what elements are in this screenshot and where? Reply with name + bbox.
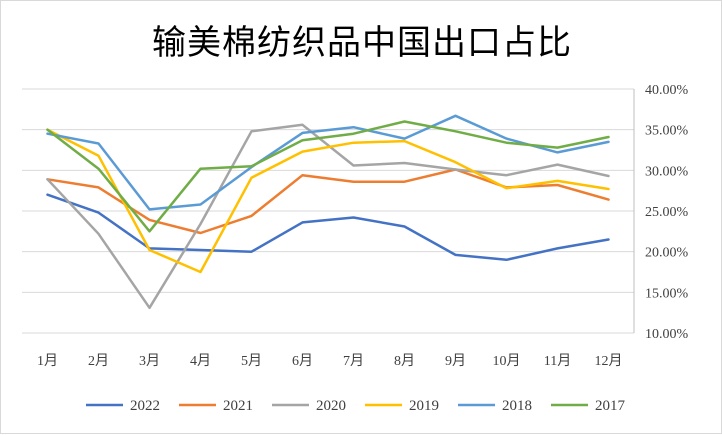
x-tick-label: 12月 [595,353,623,369]
legend-label-2017: 2017 [595,398,626,414]
legend-label-2022: 2022 [130,398,160,414]
legend-label-2020: 2020 [316,398,346,414]
x-tick-label: 4月 [190,353,211,369]
x-tick-label: 10月 [493,353,521,369]
x-tick-label: 7月 [343,353,364,369]
x-tick-label: 9月 [445,353,466,369]
y-tick-label: 40.00% [645,83,689,98]
y-tick-label: 35.00% [645,124,689,139]
x-tick-label: 8月 [394,353,415,369]
legend-label-2018: 2018 [502,398,532,414]
series-line-2022 [46,193,610,262]
series-lines [46,114,610,310]
series-line-2021 [46,168,610,235]
series-line-2020 [46,123,610,310]
gridlines [22,88,635,334]
y-tick-label: 20.00% [645,246,689,261]
x-tick-label: 2月 [88,353,109,369]
series-line-2017 [46,120,610,233]
legend: 2022 2021 2020 2019 2018 2017 [86,398,626,414]
legend-label-2019: 2019 [409,398,439,414]
x-axis: 1月 2月 3月 4月 5月 6月 7月 8月 9月 10月 11月 12月 [37,353,623,369]
x-tick-label: 1月 [37,353,58,369]
y-tick-label: 25.00% [645,205,689,220]
x-tick-label: 5月 [241,353,262,369]
y-axis: 10.00% 15.00% 20.00% 25.00% 30.00% 35.00% 40.0… [645,83,689,342]
y-tick-label: 30.00% [645,164,689,179]
x-tick-label: 6月 [292,353,313,369]
x-tick-label: 11月 [544,353,571,369]
x-tick-label: 3月 [139,353,160,369]
y-tick-label: 10.00% [645,327,689,342]
y-tick-label: 15.00% [645,286,689,301]
legend-label-2021: 2021 [223,398,253,414]
chart-title: 输美棉纺织品中国出口占比 [152,23,572,63]
series-line-2018 [46,114,610,211]
series-line-2019 [46,128,610,274]
